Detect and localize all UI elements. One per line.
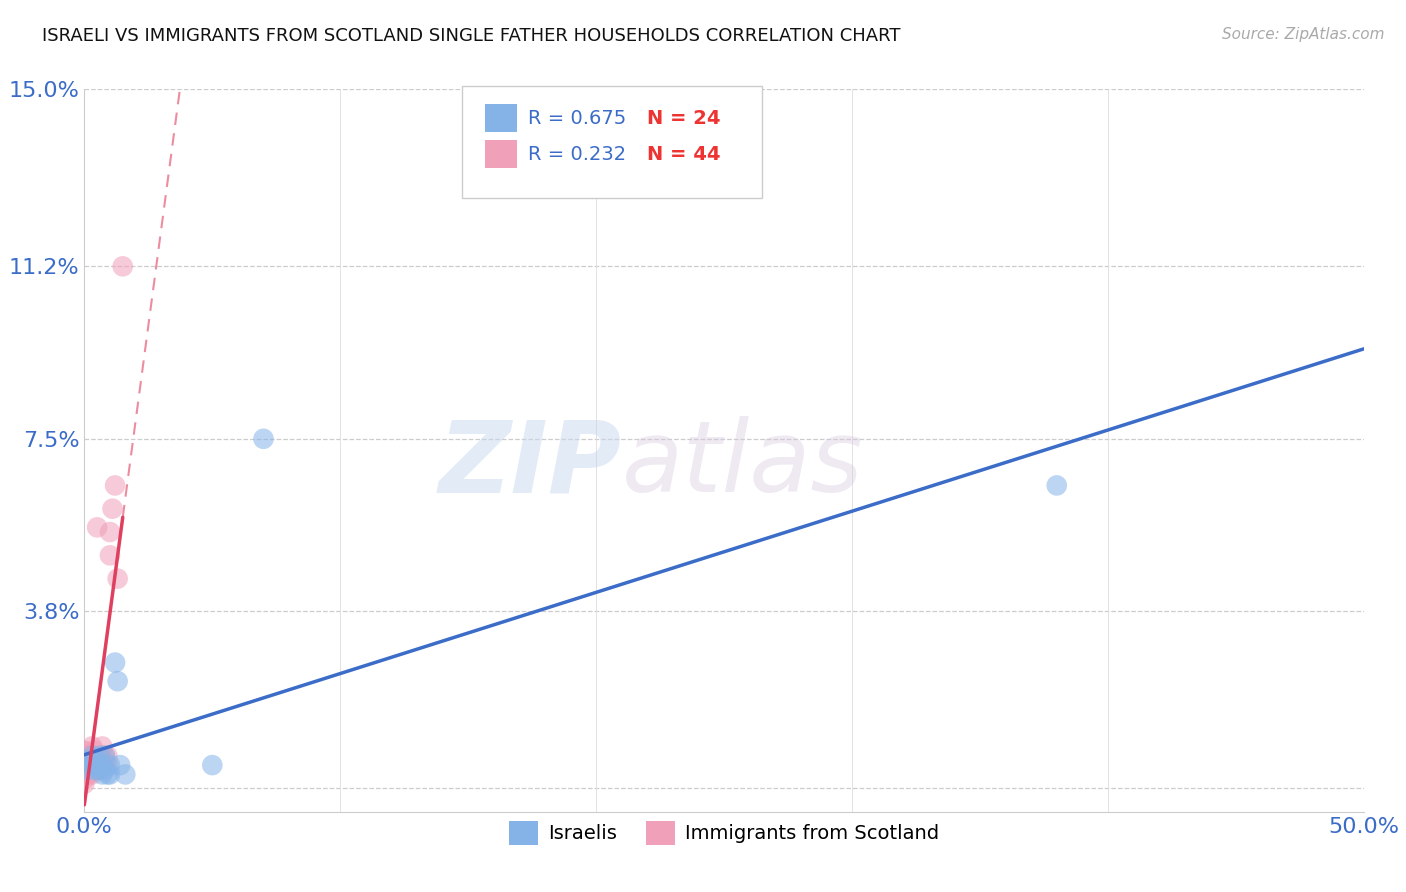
Point: [101, 501, 124, 516]
Point: [73, 748, 96, 763]
Point: [80, 758, 103, 772]
Point: [98, 758, 121, 772]
FancyBboxPatch shape: [461, 86, 762, 198]
Point: [79, 767, 101, 781]
Point: [76, 744, 98, 758]
Point: [76, 763, 98, 777]
Point: [73, 767, 96, 781]
Point: [107, 572, 129, 586]
Point: [86, 520, 108, 534]
Point: [80, 748, 103, 763]
Point: [104, 656, 127, 670]
Point: [94, 748, 117, 763]
Point: [73, 754, 96, 768]
Point: [76, 754, 98, 768]
Point: [104, 478, 127, 492]
FancyBboxPatch shape: [485, 141, 517, 168]
Point: [73, 763, 96, 777]
Text: N = 24: N = 24: [647, 109, 721, 128]
Point: [94, 758, 117, 772]
Point: [79, 748, 101, 763]
Point: [201, 758, 224, 772]
Point: [76, 758, 98, 772]
Point: [98, 524, 121, 539]
Point: [91, 748, 114, 763]
Point: [79, 763, 101, 777]
Point: [83, 763, 105, 777]
Text: ISRAELI VS IMMIGRANTS FROM SCOTLAND SINGLE FATHER HOUSEHOLDS CORRELATION CHART: ISRAELI VS IMMIGRANTS FROM SCOTLAND SING…: [42, 27, 901, 45]
Point: [86, 758, 108, 772]
Point: [80, 754, 103, 768]
Point: [76, 748, 98, 763]
Point: [83, 754, 105, 768]
Text: R = 0.232: R = 0.232: [529, 145, 627, 164]
Point: [1046, 478, 1069, 492]
Point: [80, 758, 103, 772]
FancyBboxPatch shape: [485, 104, 517, 132]
Point: [94, 748, 117, 763]
Point: [80, 767, 103, 781]
Point: [76, 763, 98, 777]
Point: [73, 758, 96, 772]
Point: [98, 549, 121, 563]
Point: [108, 758, 131, 772]
Point: [83, 763, 105, 777]
Point: [91, 758, 114, 772]
Point: [73, 777, 96, 791]
Point: [83, 744, 105, 758]
Text: R = 0.675: R = 0.675: [529, 109, 627, 128]
Point: [96, 767, 118, 781]
Point: [73, 772, 96, 786]
Point: [91, 739, 114, 754]
Point: [86, 754, 108, 768]
Text: Source: ZipAtlas.com: Source: ZipAtlas.com: [1222, 27, 1385, 42]
Point: [107, 674, 129, 689]
Point: [86, 758, 108, 772]
Point: [89, 754, 111, 768]
Point: [86, 763, 108, 777]
Point: [252, 432, 274, 446]
Text: N = 44: N = 44: [647, 145, 721, 164]
Point: [94, 763, 117, 777]
Point: [98, 767, 121, 781]
Point: [96, 758, 118, 772]
Point: [83, 754, 105, 768]
Text: atlas: atlas: [621, 417, 863, 514]
Point: [111, 260, 134, 274]
Legend: Israelis, Immigrants from Scotland: Israelis, Immigrants from Scotland: [502, 814, 946, 853]
Text: ZIP: ZIP: [439, 417, 621, 514]
Point: [91, 767, 114, 781]
Point: [76, 754, 98, 768]
Point: [73, 744, 96, 758]
Point: [91, 758, 114, 772]
Point: [89, 763, 111, 777]
Point: [80, 748, 103, 763]
Point: [89, 763, 111, 777]
Point: [80, 739, 103, 754]
Point: [89, 748, 111, 763]
Point: [76, 767, 98, 781]
Point: [96, 748, 118, 763]
Point: [79, 758, 101, 772]
Point: [114, 767, 136, 781]
